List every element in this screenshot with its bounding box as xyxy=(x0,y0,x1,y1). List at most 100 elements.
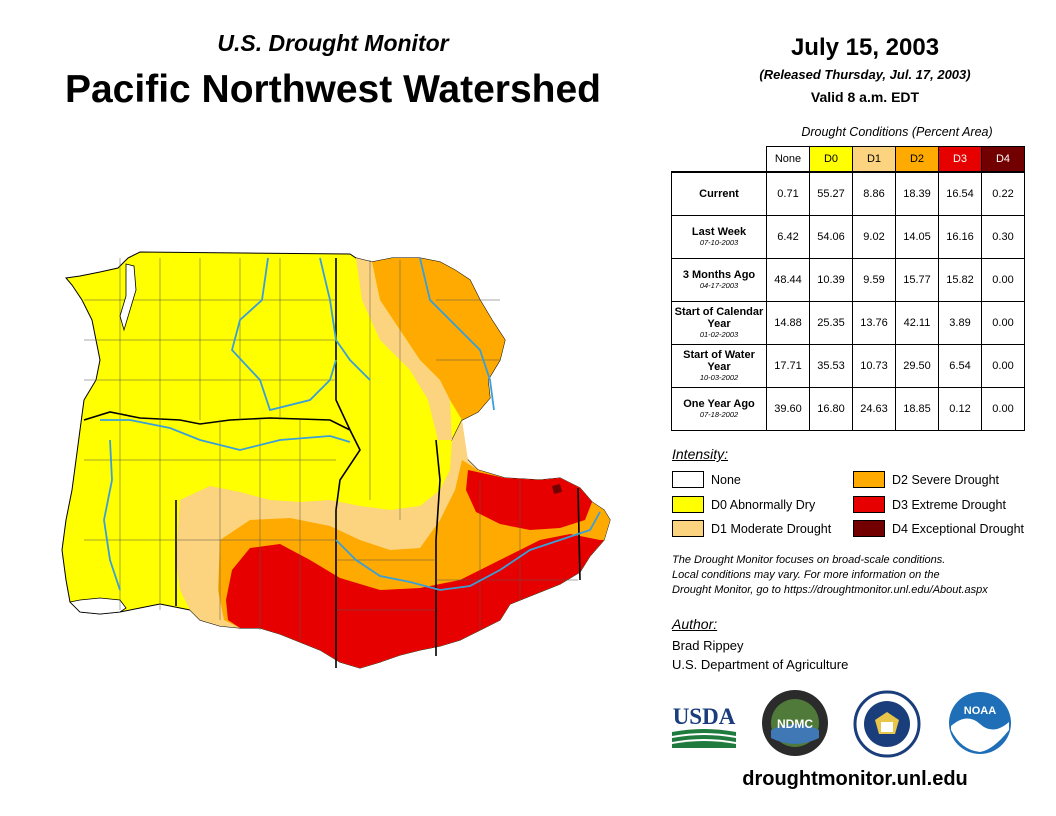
map-title: Pacific Northwest Watershed xyxy=(64,68,602,111)
table-cell: 42.11 xyxy=(895,301,939,345)
region-none xyxy=(69,597,127,615)
table-cell: 6.54 xyxy=(938,344,982,388)
note-line: Local conditions may vary. For more info… xyxy=(672,569,940,581)
column-header-d4: D4 xyxy=(981,146,1025,173)
table-cell: 0.00 xyxy=(981,344,1025,388)
svg-text:NDMC: NDMC xyxy=(777,717,813,731)
legend-label: D4 Exceptional Drought xyxy=(892,521,1025,536)
legend-swatch xyxy=(672,520,704,537)
author-name: Brad Rippey xyxy=(672,638,744,653)
column-header-none: None xyxy=(766,146,810,173)
legend-label: D1 Moderate Drought xyxy=(711,521,832,536)
region-d3-east xyxy=(466,470,592,530)
table-cell: 0.00 xyxy=(981,387,1025,431)
row-label: Start of Water Year 10-03-2002 xyxy=(671,344,767,388)
table-cell: 16.54 xyxy=(938,171,982,216)
table-cell: 16.16 xyxy=(938,215,982,259)
table-header-blank xyxy=(671,146,767,173)
table-cell: 6.42 xyxy=(766,215,810,259)
legend-swatch xyxy=(672,496,704,513)
table-row: Start of Calendar Year 01-02-2003 14.88 2… xyxy=(671,301,1025,345)
region-d1-north xyxy=(356,258,452,440)
legend-item-d0: D0 Abnormally Dry xyxy=(672,496,815,513)
legend-label: None xyxy=(711,472,741,487)
table-cell: 54.06 xyxy=(809,215,853,259)
table-cell: 13.76 xyxy=(852,301,896,345)
map-date: July 15, 2003 xyxy=(790,34,940,61)
disclaimer-note: The Drought Monitor focuses on broad-sca… xyxy=(672,553,1042,598)
table-cell: 10.39 xyxy=(809,258,853,302)
table-cell: 35.53 xyxy=(809,344,853,388)
map-subtitle: U.S. Drought Monitor xyxy=(217,30,449,56)
row-label: 3 Months Ago 04-17-2003 xyxy=(671,258,767,302)
table-cell: 18.85 xyxy=(895,387,939,431)
legend-item-d3: D3 Extreme Drought xyxy=(853,496,1006,513)
table-row: Current 0.71 55.27 8.86 18.39 16.54 0.22 xyxy=(671,171,1025,216)
ndmc-logo: NDMC xyxy=(762,690,828,756)
release-date: (Released Thursday, Jul. 17, 2003) xyxy=(759,67,971,82)
table-cell: 0.00 xyxy=(981,258,1025,302)
row-label: Last Week 07-10-2003 xyxy=(671,215,767,259)
column-header-d2: D2 xyxy=(895,146,939,173)
table-cell: 24.63 xyxy=(852,387,896,431)
row-label: Current xyxy=(671,171,767,216)
puget-sound xyxy=(119,263,137,332)
legend-item-d2: D2 Severe Drought xyxy=(853,471,999,488)
table-cell: 16.80 xyxy=(809,387,853,431)
table-cell: 0.12 xyxy=(938,387,982,431)
table-cell: 14.05 xyxy=(895,215,939,259)
table-cell: 8.86 xyxy=(852,171,896,216)
drought-conditions-table: None D0 D1 D2 D3 D4 Current 0.71 55.27 8… xyxy=(671,146,1025,431)
website-link[interactable]: droughtmonitor.unl.edu xyxy=(742,768,968,790)
column-header-d1: D1 xyxy=(852,146,896,173)
row-label: One Year Ago 07-18-2002 xyxy=(671,387,767,431)
table-cell: 18.39 xyxy=(895,171,939,216)
usda-logo: USDA xyxy=(672,704,736,748)
valid-time: Valid 8 a.m. EDT xyxy=(810,89,920,105)
table-row: Start of Water Year 10-03-2002 17.71 35.5… xyxy=(671,344,1025,388)
column-header-d0: D0 xyxy=(809,146,853,173)
legend-label: D2 Severe Drought xyxy=(892,472,1000,487)
table-header-row: None D0 D1 D2 D3 D4 xyxy=(671,146,1025,173)
row-label: Start of Calendar Year 01-02-2003 xyxy=(671,301,767,345)
table-row: One Year Ago 07-18-2002 39.60 16.80 24.63… xyxy=(671,387,1025,431)
table-cell: 25.35 xyxy=(809,301,853,345)
table-row: Last Week 07-10-2003 6.42 54.06 9.02 14.0… xyxy=(671,215,1025,259)
table-cell: 48.44 xyxy=(766,258,810,302)
legend-swatch xyxy=(853,471,885,488)
table-cell: 0.22 xyxy=(981,171,1025,216)
column-header-d3: D3 xyxy=(938,146,982,173)
legend-label: D0 Abnormally Dry xyxy=(711,497,816,512)
table-cell: 29.50 xyxy=(895,344,939,388)
table-cell: 9.59 xyxy=(852,258,896,302)
table-cell: 10.73 xyxy=(852,344,896,388)
legend-swatch xyxy=(672,471,704,488)
legend-title: Intensity: xyxy=(672,446,729,462)
region-d2-north xyxy=(372,258,505,420)
table-cell: 0.71 xyxy=(766,171,810,216)
legend-item-d1: D1 Moderate Drought xyxy=(672,520,831,537)
drought-map xyxy=(61,251,611,669)
note-line: The Drought Monitor focuses on broad-sca… xyxy=(672,554,946,566)
legend-item-none: None xyxy=(672,471,741,488)
table-row: 3 Months Ago 04-17-2003 48.44 10.39 9.59 … xyxy=(671,258,1025,302)
author-org: U.S. Department of Agriculture xyxy=(672,657,849,672)
author-title: Author: xyxy=(672,616,718,632)
table-caption: Drought Conditions (Percent Area) xyxy=(801,125,993,139)
region-d3 xyxy=(226,534,604,668)
legend-label: D3 Extreme Drought xyxy=(892,497,1006,512)
noaa-logo: NOAA xyxy=(949,692,1011,754)
table-cell: 15.82 xyxy=(938,258,982,302)
legend-swatch xyxy=(853,520,885,537)
legend-item-d4: D4 Exceptional Drought xyxy=(853,520,1024,537)
table-cell: 9.02 xyxy=(852,215,896,259)
table-cell: 0.00 xyxy=(981,301,1025,345)
note-line: Drought Monitor, go to https://droughtmo… xyxy=(672,584,988,596)
region-d4 xyxy=(552,484,562,494)
table-cell: 55.27 xyxy=(809,171,853,216)
table-cell: 14.88 xyxy=(766,301,810,345)
table-cell: 39.60 xyxy=(766,387,810,431)
svg-text:NOAA: NOAA xyxy=(964,705,996,717)
table-cell: 15.77 xyxy=(895,258,939,302)
table-cell: 17.71 xyxy=(766,344,810,388)
